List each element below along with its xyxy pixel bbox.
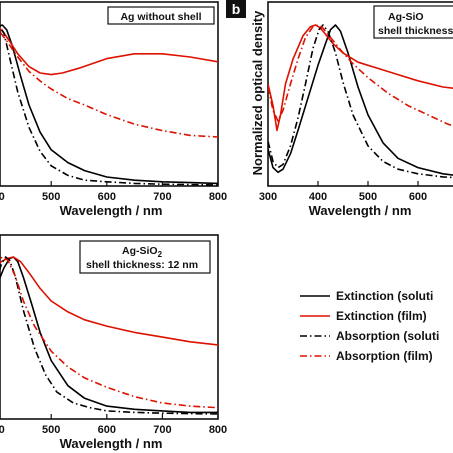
panel-b-frame	[267, 1, 453, 187]
panel-c-annotation-box	[79, 240, 211, 274]
panel-a-annotation-text: Ag without shell	[120, 11, 201, 23]
panel-a-frame	[0, 1, 219, 187]
panel-c-series-4-line	[0, 256, 218, 409]
panel-c-xtick-label: 400	[0, 424, 5, 436]
panel-b-badge-bg	[226, 0, 246, 18]
panel-a-xtick-label: 400	[0, 191, 5, 203]
panel-b-series-2-line	[268, 24, 453, 132]
panel-c-annotation-line2: shell thickness: 12 nm	[86, 259, 198, 271]
panel-b-series-3-line	[268, 24, 453, 179]
panel-b-plot	[268, 24, 453, 179]
panel-b-xtick-label: 300	[259, 191, 277, 203]
panel-c-xtick-label: 500	[42, 424, 60, 436]
panel-a-series-4-line	[0, 30, 218, 138]
panel-a-annotation: Ag without shell	[107, 6, 215, 25]
panel-b-annotation-box	[373, 5, 453, 39]
legend-label-3: Absorption (soluti	[336, 329, 439, 343]
panel-b-annotation-line1: Ag-SiO	[388, 11, 424, 23]
panel-c-series-3-line	[0, 256, 218, 415]
panel-a-series-3-line	[0, 25, 218, 186]
panel-c-xlabel: Wavelength / nm	[60, 436, 163, 451]
panel-b-ticks: 300 400 500 600	[259, 181, 427, 203]
panel-c-xtick-label: 800	[209, 424, 227, 436]
panel-a-plot	[0, 24, 218, 186]
panel-c-annotation-subscript: 2	[158, 250, 163, 259]
panel-a-annotation-box	[107, 6, 215, 25]
panel-c-series-2-line	[0, 256, 218, 346]
panel-a-xtick-label: 600	[98, 191, 116, 203]
panel-a-xtick-label: 800	[209, 191, 227, 203]
panel-b-annotation-line2: shell thickness	[378, 25, 453, 37]
panel-a: 400 500 600 700 800 Ag without shell Wavelen…	[0, 1, 227, 218]
panel-c-frame	[0, 234, 219, 420]
panel-c: 400 500 600 700 800 Ag-SiO2 shell thickness:…	[0, 234, 227, 451]
panel-c-xtick-label: 700	[153, 424, 171, 436]
panel-b-xlabel: Wavelength / nm	[309, 203, 412, 218]
panel-b-badge-letter: b	[232, 1, 241, 17]
panel-b-xtick-label: 500	[359, 191, 377, 203]
panel-c-annotation-line1: Ag-SiO2	[122, 245, 163, 259]
panel-a-xtick-label: 500	[42, 191, 60, 203]
panel-b-ylabel: Normalized optical density	[250, 10, 265, 175]
panel-b-series-4-line	[268, 24, 453, 127]
legend: Extinction (soluti Extinction (film) Absor…	[300, 289, 439, 363]
panel-c-ticks: 400 500 600 700 800	[0, 414, 227, 436]
panel-a-series-2-line	[0, 27, 218, 76]
panel-c-series-1-line	[0, 256, 218, 414]
panel-b-annotation: Ag-SiO shell thickness	[373, 5, 453, 39]
panel-b-xtick-label: 400	[309, 191, 327, 203]
panel-a-xlabel: Wavelength / nm	[60, 203, 163, 218]
panel-b-badge: b	[226, 0, 246, 18]
panel-c-plot	[0, 256, 218, 415]
panel-a-xtick-label: 700	[153, 191, 171, 203]
panel-a-series-1-line	[0, 24, 218, 185]
legend-label-4: Absorption (film)	[336, 349, 433, 363]
panel-c-xtick-label: 600	[98, 424, 116, 436]
panel-a-ticks: 400 500 600 700 800	[0, 181, 227, 203]
legend-label-2: Extinction (film)	[336, 309, 427, 323]
panel-c-annotation-main: Ag-SiO	[122, 245, 158, 257]
panel-b: 300 400 500 600 Ag-SiO shell thickness Wave…	[250, 1, 453, 218]
panel-b-xtick-label: 600	[409, 191, 427, 203]
panel-c-annotation: Ag-SiO2 shell thickness: 12 nm	[79, 240, 211, 274]
panel-b-series-1-line	[268, 24, 453, 176]
legend-label-1: Extinction (soluti	[336, 289, 433, 303]
